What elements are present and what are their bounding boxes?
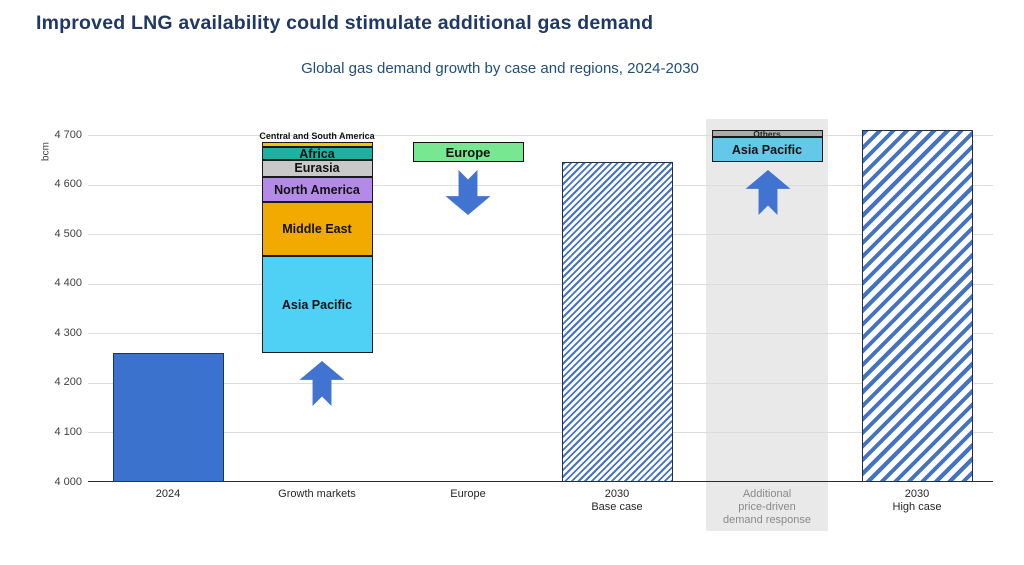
segment-north-america: North America	[261, 177, 373, 202]
x-axis-line	[88, 481, 993, 483]
gridline	[88, 184, 993, 186]
x-label-line: Europe	[450, 488, 486, 500]
y-tick-label: 4 300	[54, 326, 82, 339]
up-arrow-icon	[299, 361, 345, 407]
x-label-line: Additional	[742, 488, 792, 500]
segment-central-and-south-america	[261, 142, 373, 148]
y-tick-label: 4 500	[54, 227, 82, 240]
x-label-line: High case	[892, 501, 942, 513]
x-label-line: price-driven	[738, 501, 796, 513]
segment-eurasia: Eurasia	[261, 159, 373, 178]
y-tick-label: 4 600	[54, 178, 82, 191]
y-tick-label: 4 000	[54, 475, 82, 488]
x-label-europe: Europe	[393, 488, 543, 501]
chart-subtitle: Global gas demand growth by case and reg…	[301, 60, 699, 77]
up-arrow-icon	[745, 170, 791, 216]
segment-middle-east: Middle East	[261, 201, 373, 257]
x-label-line: 2030	[604, 488, 630, 500]
y-tick-label: 4 100	[54, 425, 82, 438]
x-label-line: Base case	[591, 501, 643, 513]
bar-2024	[112, 353, 224, 482]
segment-others: Others	[711, 129, 823, 139]
x-label-line: demand response	[722, 514, 812, 526]
x-label-line: 2030	[904, 488, 930, 500]
gridline	[88, 234, 993, 236]
bar-2030-base	[561, 162, 673, 482]
x-label-2024: 2024	[93, 488, 243, 501]
x-label-2030-high: 2030 High case	[842, 488, 992, 514]
x-label-additional-price-response: Additional price-driven demand response	[692, 488, 842, 527]
down-arrow-icon	[445, 170, 491, 216]
gridline	[88, 382, 993, 384]
x-label-2030-base: 2030 Base case	[542, 488, 692, 514]
segment-asia-pacific: Asia Pacific	[261, 256, 373, 354]
segment-africa: Africa	[261, 147, 373, 161]
gridline	[88, 135, 993, 136]
bar-2030-high	[861, 130, 973, 482]
europe-box: Europe	[412, 142, 524, 163]
y-axis-unit-label: bcm	[40, 142, 52, 161]
gridline	[88, 432, 993, 434]
segment-label-central-and-south-america: Central and South America	[259, 131, 375, 142]
gridline	[88, 283, 993, 285]
y-tick-label: 4 400	[54, 277, 82, 290]
y-tick-label: 4 200	[54, 376, 82, 389]
x-label-line: Growth markets	[278, 488, 356, 500]
x-label-line: 2024	[155, 488, 181, 500]
y-tick-label: 4 700	[54, 128, 82, 141]
segment-asia-pacific: Asia Pacific	[711, 137, 823, 163]
x-label-growth-markets: Growth markets	[242, 488, 392, 501]
gridline	[88, 333, 993, 335]
page-title: Improved LNG availability could stimulat…	[36, 12, 654, 34]
